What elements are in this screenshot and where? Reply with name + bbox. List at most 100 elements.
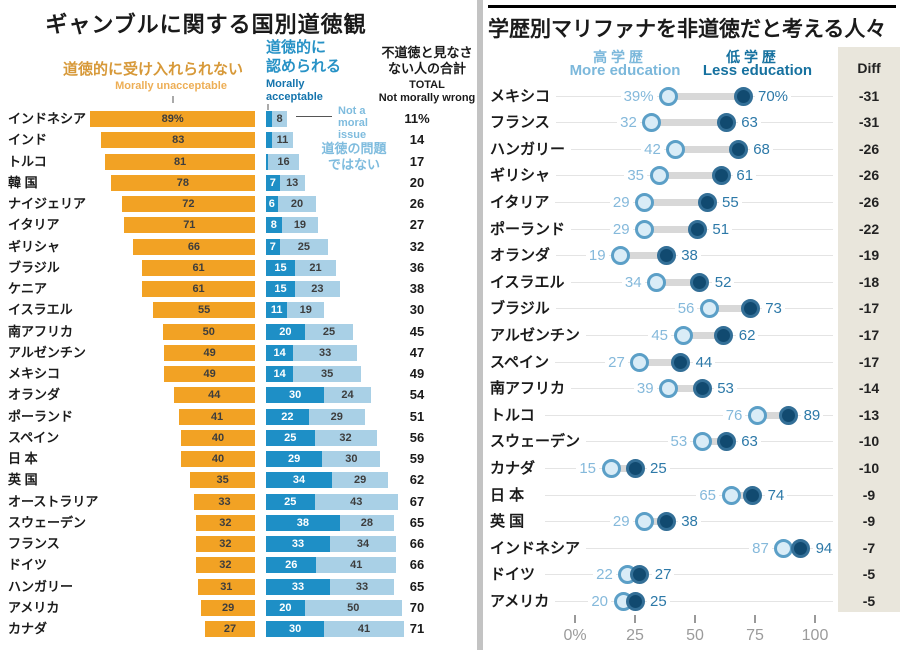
marijuana-row: ギリシャ 35 61 -26	[0, 162, 900, 190]
not-moral-value: 33	[355, 580, 369, 593]
legend-acceptable-en: Morally acceptable	[266, 78, 323, 103]
total-value: 65	[409, 578, 425, 594]
total-value: 70	[409, 599, 425, 615]
unacceptable-value: 35	[216, 474, 229, 487]
not-moral-bar: 29	[331, 472, 389, 489]
legend-more-education-en: More education	[569, 62, 681, 79]
more-value: 29	[609, 215, 633, 243]
marijuana-row: アメリカ 20 25 -5	[0, 587, 900, 615]
row-rule	[545, 574, 833, 576]
acceptable-value: 15	[274, 283, 287, 295]
gambling-row: 日 本 40 29 30 59	[0, 451, 480, 467]
less-value: 94	[812, 534, 836, 562]
not-moral-bar: 19	[281, 217, 319, 234]
total-value: 26	[409, 196, 425, 211]
unacceptable-bar: 32	[195, 514, 255, 531]
not-moral-value: 35	[320, 368, 334, 380]
legend-total-jp: 不道徳と見なさ ない人の合計	[381, 45, 473, 76]
unacceptable-value: 49	[203, 368, 216, 380]
country-label: インドネシア	[8, 111, 87, 126]
more-education-circle	[611, 246, 631, 266]
less-education-circle	[779, 405, 799, 425]
unacceptable-value: 61	[192, 283, 205, 295]
acceptable-value: 7	[269, 240, 276, 253]
more-value: 27	[605, 348, 628, 376]
country-label: ギリシャ	[8, 238, 61, 254]
country-label: トルコ	[8, 153, 47, 169]
not-moral-value: 34	[356, 538, 370, 550]
country-label: 英 国	[490, 508, 531, 536]
not-moral-bar: 23	[295, 281, 340, 297]
unacceptable-value: 81	[173, 155, 187, 168]
acceptable-value: 29	[288, 453, 301, 465]
acceptable-bar: 7	[266, 238, 280, 255]
country-label: 韓 国	[8, 174, 38, 190]
more-education-circle	[635, 192, 655, 212]
gambling-row: ギリシャ 66 7 25 32	[0, 238, 480, 255]
country-label: トルコ	[490, 401, 541, 429]
country-label: ハンガリー	[8, 578, 74, 594]
diff-value: -17	[858, 300, 880, 317]
acceptable-bar: 30	[266, 387, 325, 404]
acceptable-bar: 29	[266, 451, 323, 467]
acceptable-bar: 22	[266, 408, 309, 425]
acceptable-value: 6	[268, 198, 275, 210]
country-label: カナダ	[490, 454, 542, 482]
unacceptable-value: 29	[222, 601, 235, 614]
not-moral-value: 25	[322, 325, 336, 338]
more-education-circle	[635, 219, 655, 239]
diff-value: -17	[858, 326, 880, 343]
unacceptable-bar: 61	[142, 259, 255, 276]
diff-value: -26	[858, 140, 880, 157]
less-education-circle	[743, 485, 763, 505]
more-education-circle	[673, 325, 693, 345]
acceptable-bar: 20	[266, 599, 305, 616]
acceptable-bar: 20	[266, 323, 305, 340]
less-education-circle	[656, 512, 676, 532]
less-education-circle	[690, 272, 710, 292]
more-value: 53	[667, 428, 691, 456]
diff-value: -14	[858, 380, 880, 397]
diff-value: -9	[862, 486, 876, 503]
more-education-circle	[635, 512, 655, 532]
more-value: 39%	[620, 82, 657, 110]
column-tick-mark	[172, 96, 174, 103]
not-moral-value: 28	[360, 516, 373, 529]
unacceptable-value: 55	[198, 304, 211, 317]
country-label: フランス	[490, 109, 556, 137]
less-education-circle	[687, 219, 707, 239]
not-moral-bar: 32	[314, 429, 377, 446]
less-education-circle	[711, 166, 731, 186]
gambling-row: アメリカ 29 20 50 70	[0, 599, 480, 616]
not-moral-value: 32	[339, 431, 352, 444]
acceptable-bar: 14	[266, 344, 294, 361]
total-value: 32	[409, 238, 425, 254]
acceptable-bar: 25	[266, 429, 315, 446]
less-education-circle	[656, 246, 676, 266]
not-moral-bar: 21	[295, 259, 336, 276]
not-moral-bar: 28	[339, 514, 395, 531]
country-label: イタリア	[8, 217, 60, 233]
more-value: 29	[609, 188, 633, 216]
axis-tick	[814, 615, 816, 623]
unacceptable-bar: 31	[197, 578, 255, 595]
country-label: アメリカ	[490, 587, 556, 615]
unacceptable-value: 32	[219, 538, 232, 550]
unacceptable-bar: 66	[132, 238, 255, 255]
more-value: 32	[617, 109, 640, 137]
marijuana-row: スウェーデン 53 63 -10	[0, 428, 900, 456]
less-value: 53	[714, 375, 737, 403]
gambling-row: ブラジル 61 15 21 36	[0, 259, 480, 276]
row-rule	[545, 414, 833, 416]
unacceptable-value: 78	[176, 176, 189, 189]
acceptable-value: 25	[284, 431, 297, 444]
connector	[731, 491, 753, 499]
country-label: ナイジェリア	[8, 196, 87, 211]
diff-value: -10	[858, 433, 880, 450]
connector	[757, 411, 789, 419]
not-moral-value: 41	[350, 559, 363, 572]
unacceptable-value: 40	[211, 431, 225, 444]
country-label: ドイツ	[8, 557, 48, 573]
connector	[644, 225, 698, 233]
less-education-circle	[714, 325, 734, 345]
